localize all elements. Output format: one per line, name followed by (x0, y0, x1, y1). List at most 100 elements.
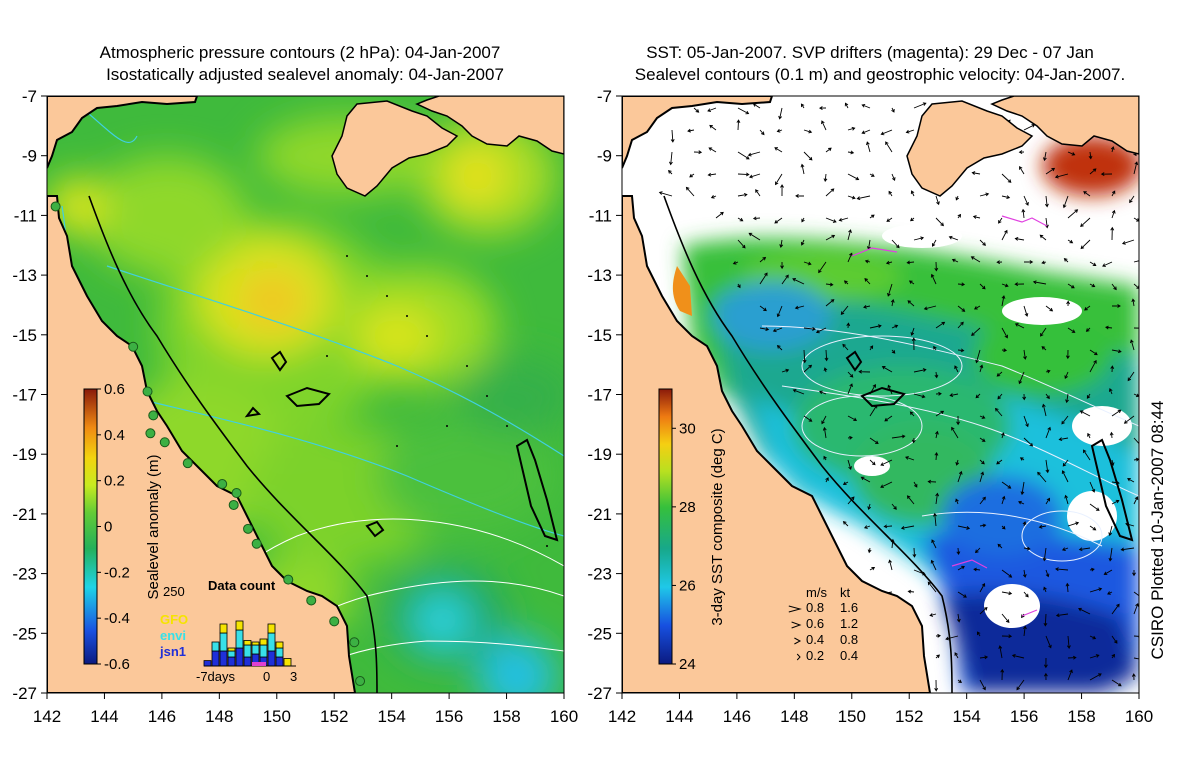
velocity-arrow (979, 239, 986, 246)
velocity-arrow (1043, 586, 1047, 593)
velocity-arrow (934, 679, 939, 692)
tide-gauge (355, 676, 366, 687)
velocity-arrow (792, 278, 805, 285)
velocity-arrow (971, 171, 981, 175)
velocity-arrow (861, 103, 871, 109)
velocity-arrow (1045, 569, 1050, 578)
velocity-arrow (1001, 591, 1013, 596)
y-tick-label: -11 (589, 206, 612, 225)
velocity-arrow (957, 348, 965, 353)
velocity-arrow (1067, 521, 1080, 527)
velocity-arrow (1023, 546, 1031, 551)
velocity-arrow (1067, 327, 1076, 333)
y-tick-label: -9 (597, 147, 612, 166)
y-tick-label: -19 (587, 445, 612, 464)
velocity-arrow (1102, 261, 1113, 267)
velocity-arrow (755, 189, 761, 197)
velocity-arrow (847, 435, 853, 440)
inset-bar-jsn1 (243, 656, 252, 667)
velocity-arrow (803, 151, 813, 161)
velocity-arrow (1089, 359, 1097, 373)
velocity-arrow (737, 239, 746, 249)
velocity-arrow (957, 679, 962, 684)
velocity-arrow (1045, 167, 1056, 175)
velocity-arrow (847, 195, 856, 200)
velocity-arrow (1133, 496, 1139, 505)
velocity-arrow (1043, 672, 1048, 681)
velocity-arrow (1064, 494, 1069, 505)
vel-legend-kt: 1.2 (840, 616, 858, 631)
velocity-arrow (931, 539, 937, 549)
velocity-arrow (823, 173, 828, 183)
velocity-arrow (1120, 547, 1135, 552)
velocity-arrow (1020, 481, 1025, 496)
velocity-arrow (1045, 497, 1051, 505)
velocity-arrow (910, 217, 915, 222)
velocity-arrow (737, 283, 741, 289)
left-colorbar-label: Sealevel anomaly (m) (145, 454, 162, 599)
velocity-arrow (1107, 591, 1113, 595)
velocity-arrow (880, 129, 893, 136)
x-tick-label: 144 (90, 707, 118, 726)
inset-bar-gfo (227, 647, 236, 652)
velocity-arrow (737, 192, 748, 197)
velocity-arrow (825, 299, 835, 307)
velocity-arrow (1108, 525, 1113, 537)
velocity-arrow (979, 364, 984, 373)
tide-gauge (145, 428, 156, 439)
velocity-arrow (1045, 459, 1050, 474)
velocity-arrow (748, 232, 761, 241)
velocity-arrow (707, 172, 717, 177)
velocity-arrow (1022, 569, 1027, 578)
velocity-arrow (1001, 525, 1006, 530)
inset-bar-jsn1 (211, 650, 220, 667)
velocity-arrow (1022, 521, 1027, 527)
velocity-arrow (1041, 260, 1047, 265)
vel-legend-ms: 0.4 (806, 632, 824, 647)
velocity-arrow (689, 173, 695, 178)
velocity-arrow (1108, 388, 1113, 395)
velocity-arrow (867, 503, 872, 511)
velocity-arrow (1133, 437, 1139, 447)
velocity-arrow (1014, 237, 1025, 241)
velocity-arrow (1045, 369, 1051, 374)
inset-bar-gfo (235, 620, 244, 631)
right-title-line2: Sealevel contours (0.1 m) and geostrophi… (635, 65, 1125, 84)
vel-header-kt: kt (840, 585, 851, 600)
tide-gauge (283, 574, 294, 585)
vel-legend-arrow (796, 653, 801, 661)
velocity-arrow (1023, 591, 1029, 598)
velocity-arrow (885, 260, 893, 265)
colorbar-tick-label: 0.4 (104, 427, 125, 444)
velocity-arrow (945, 635, 959, 641)
velocity-arrow (1110, 146, 1115, 153)
velocity-arrow (891, 434, 906, 439)
velocity-arrow (864, 277, 871, 285)
velocity-arrow (1100, 172, 1113, 177)
velocity-arrow (888, 190, 893, 197)
velocity-arrow (1001, 481, 1012, 489)
y-tick-label: -7 (597, 87, 612, 106)
velocity-arrow (1023, 349, 1027, 360)
velocity-arrow (846, 322, 851, 329)
velocity-arrow (935, 217, 944, 227)
velocity-arrow (1133, 327, 1139, 329)
velocity-arrow (869, 437, 879, 445)
vel-legend-kt: 1.6 (840, 600, 858, 615)
velocity-arrow (910, 327, 915, 336)
velocity-arrow (954, 652, 959, 659)
velocity-arrow (973, 305, 981, 310)
velocity-arrow (815, 327, 827, 334)
y-tick-label: -25 (12, 624, 37, 643)
inset-bar-gfo (251, 641, 260, 646)
x-tick-label: 146 (148, 707, 176, 726)
velocity-arrow (1129, 339, 1135, 351)
velocity-arrow (957, 213, 962, 219)
legend-gfo: GFO (160, 612, 188, 627)
velocity-arrow (819, 390, 827, 395)
velocity-arrow (1089, 525, 1097, 531)
velocity-arrow (1001, 569, 1013, 578)
velocity-arrow (1061, 547, 1069, 551)
velocity-arrow (880, 459, 893, 466)
velocity-arrow (710, 195, 717, 199)
